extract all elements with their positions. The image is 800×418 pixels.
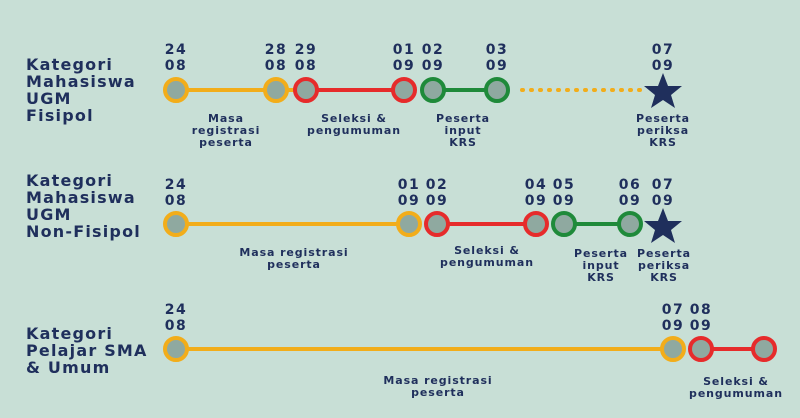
date-label: 24 08 — [164, 42, 188, 74]
timeline-fisipol — [163, 73, 682, 108]
date-label: 08 09 — [689, 302, 713, 334]
node — [163, 211, 189, 237]
category-title-non-fisipol: Kategori Mahasiswa UGM Non-Fisipol — [26, 171, 141, 241]
star-icon — [644, 73, 682, 108]
phase-label: Peserta input KRS — [574, 247, 628, 284]
node — [523, 211, 549, 237]
node — [263, 77, 289, 103]
date-label: 07 09 — [651, 42, 675, 74]
category-title-sma-umum: Kategori Pelajar SMA & Umum — [26, 324, 148, 377]
date-label: 01 09 — [392, 42, 416, 74]
node — [484, 77, 510, 103]
date-label: 01 09 — [397, 177, 421, 209]
phase-label: Masa registrasi peserta — [191, 112, 261, 149]
phase-label: Seleksi & pengumuman — [307, 112, 401, 137]
date-label: 06 09 — [618, 177, 642, 209]
node — [163, 77, 189, 103]
node — [688, 336, 714, 362]
phase-label: Masa registrasi peserta — [239, 246, 349, 271]
node — [396, 211, 422, 237]
date-label: 24 08 — [164, 302, 188, 334]
node — [660, 336, 686, 362]
date-label: 29 08 — [294, 42, 318, 74]
phase-label: Seleksi & pengumuman — [440, 244, 534, 269]
date-label: 28 08 — [264, 42, 288, 74]
node — [420, 77, 446, 103]
node — [293, 77, 319, 103]
date-label: 05 09 — [552, 177, 576, 209]
phase-label: Peserta periksa KRS — [636, 112, 690, 149]
timeline-non-fisipol — [163, 208, 682, 243]
date-label: 24 08 — [164, 177, 188, 209]
phase-label: Seleksi & pengumuman — [689, 375, 783, 400]
date-label: 07 09 — [661, 302, 685, 334]
node — [751, 336, 777, 362]
date-label: 07 09 — [651, 177, 675, 209]
node — [424, 211, 450, 237]
star-icon — [644, 208, 682, 243]
phase-label: Masa registrasi peserta — [383, 374, 493, 399]
node — [617, 211, 643, 237]
node — [551, 211, 577, 237]
date-label: 02 09 — [421, 42, 445, 74]
date-label: 04 09 — [524, 177, 548, 209]
node — [163, 336, 189, 362]
date-label: 03 09 — [485, 42, 509, 74]
category-title-fisipol: Kategori Mahasiswa UGM Fisipol — [26, 55, 136, 125]
node — [391, 77, 417, 103]
timeline-sma-umum — [163, 336, 777, 362]
phase-label: Peserta input KRS — [436, 112, 490, 149]
phase-label: Peserta periksa KRS — [637, 247, 691, 284]
date-label: 02 09 — [425, 177, 449, 209]
